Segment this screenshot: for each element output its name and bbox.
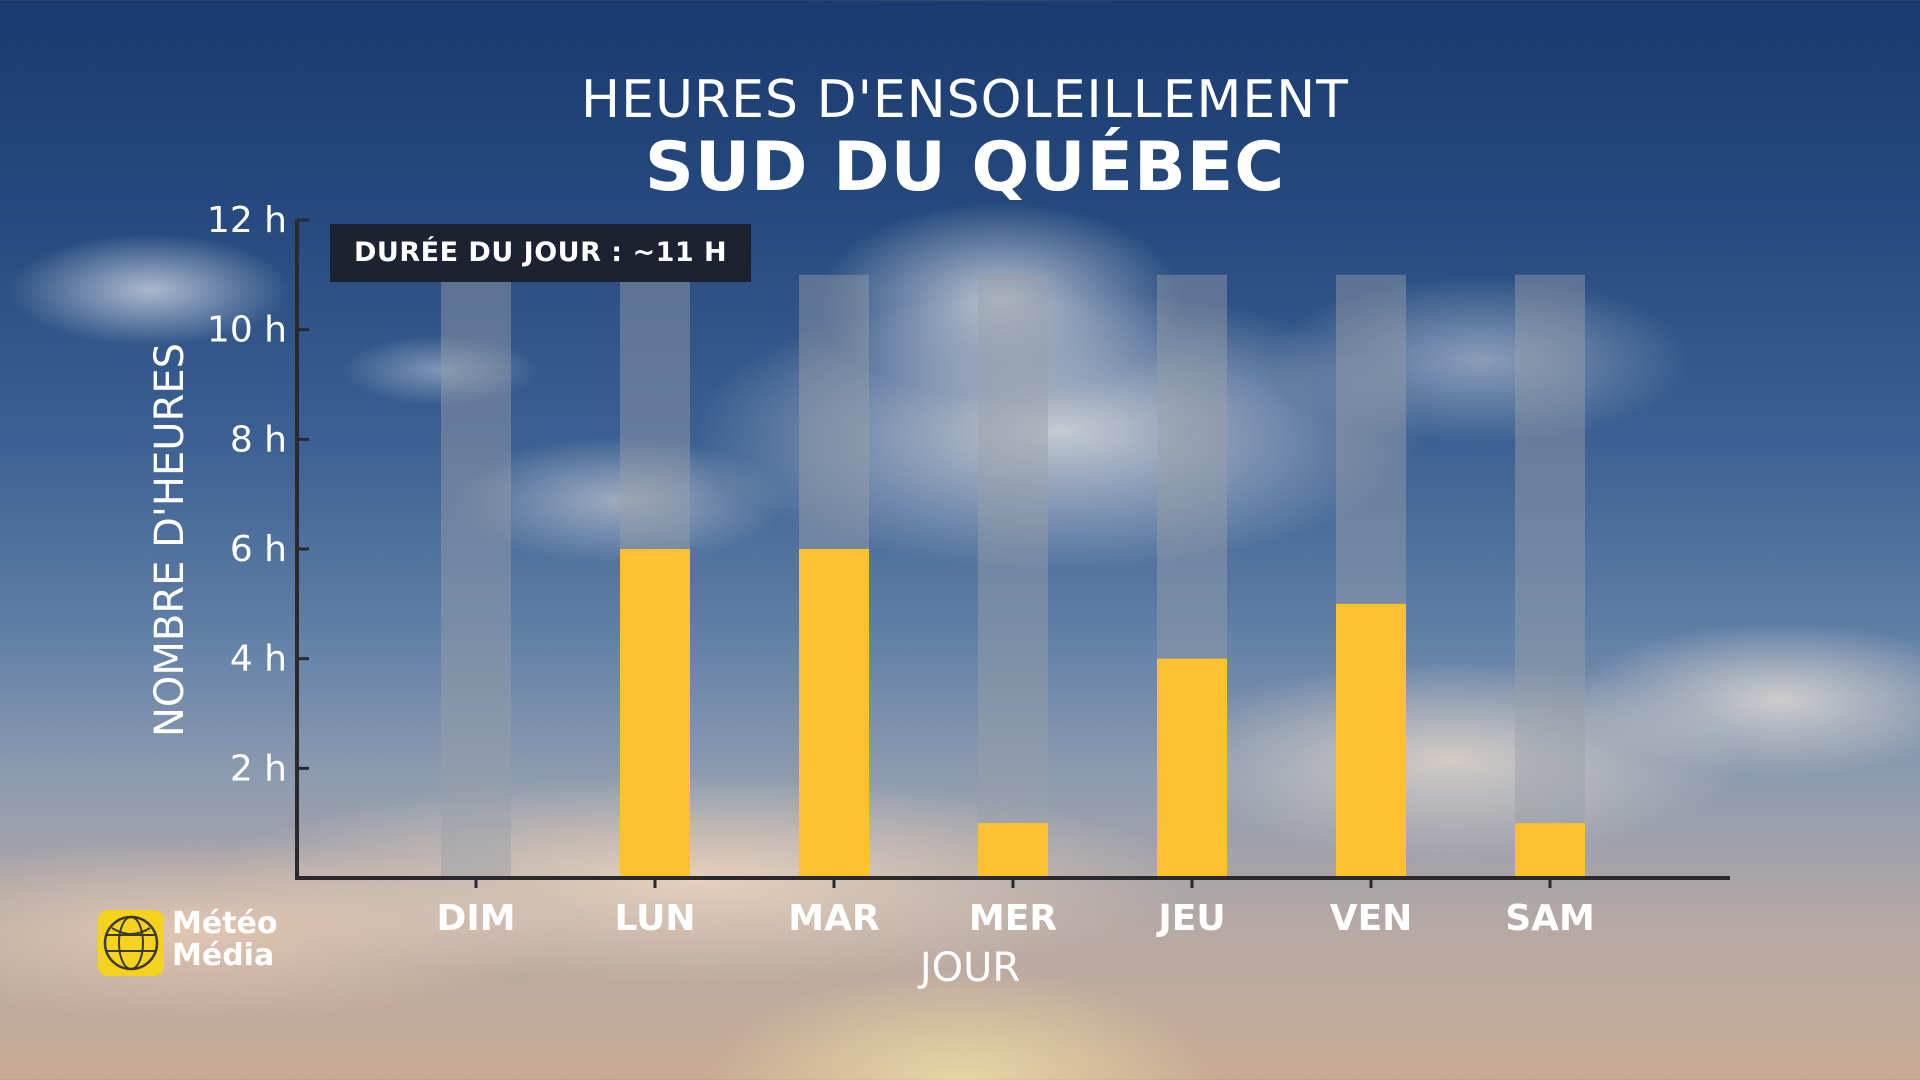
- brand-line-1: Météo: [172, 906, 278, 941]
- bar-sam: [1515, 823, 1585, 878]
- globe-icon: [98, 910, 164, 976]
- x-tick-label: MER: [969, 898, 1057, 939]
- bar-mer: [978, 823, 1048, 878]
- y-tick-label: 8 h: [230, 419, 287, 460]
- chart-subtitle: SUD DU QUÉBEC: [644, 128, 1286, 207]
- bar-ven: [1336, 603, 1406, 878]
- x-axis-label: JOUR: [919, 945, 1021, 991]
- day-length-badge: DURÉE DU JOUR : ~11 H: [330, 224, 752, 282]
- x-tick-label: LUN: [614, 898, 695, 939]
- bar-jeu: [1157, 658, 1227, 878]
- chart-title: HEURES D'ENSOLEILLEMENT: [581, 70, 1349, 130]
- y-tick-label: 2 h: [230, 748, 287, 789]
- y-tick-label: 6 h: [230, 529, 287, 570]
- x-tick-label: VEN: [1330, 898, 1413, 939]
- bar-mar: [799, 549, 869, 878]
- daylight-band: [1515, 274, 1585, 878]
- brand-line-2: Média: [172, 938, 275, 973]
- x-tick-label: MAR: [788, 898, 879, 939]
- bar-lun: [620, 549, 690, 878]
- meteomedia-logo: Météo Média: [98, 908, 278, 980]
- x-tick-label: DIM: [436, 898, 515, 939]
- y-tick-label: 4 h: [230, 639, 287, 680]
- x-tick-label: JEU: [1155, 898, 1225, 939]
- y-tick-label: 10 h: [207, 310, 287, 351]
- daylight-band: [978, 274, 1048, 878]
- y-axis-label: NOMBRE D'HEURES: [147, 342, 193, 738]
- daylight-band: [441, 274, 511, 878]
- y-tick-label: 12 h: [207, 200, 287, 241]
- x-tick-label: SAM: [1505, 898, 1595, 939]
